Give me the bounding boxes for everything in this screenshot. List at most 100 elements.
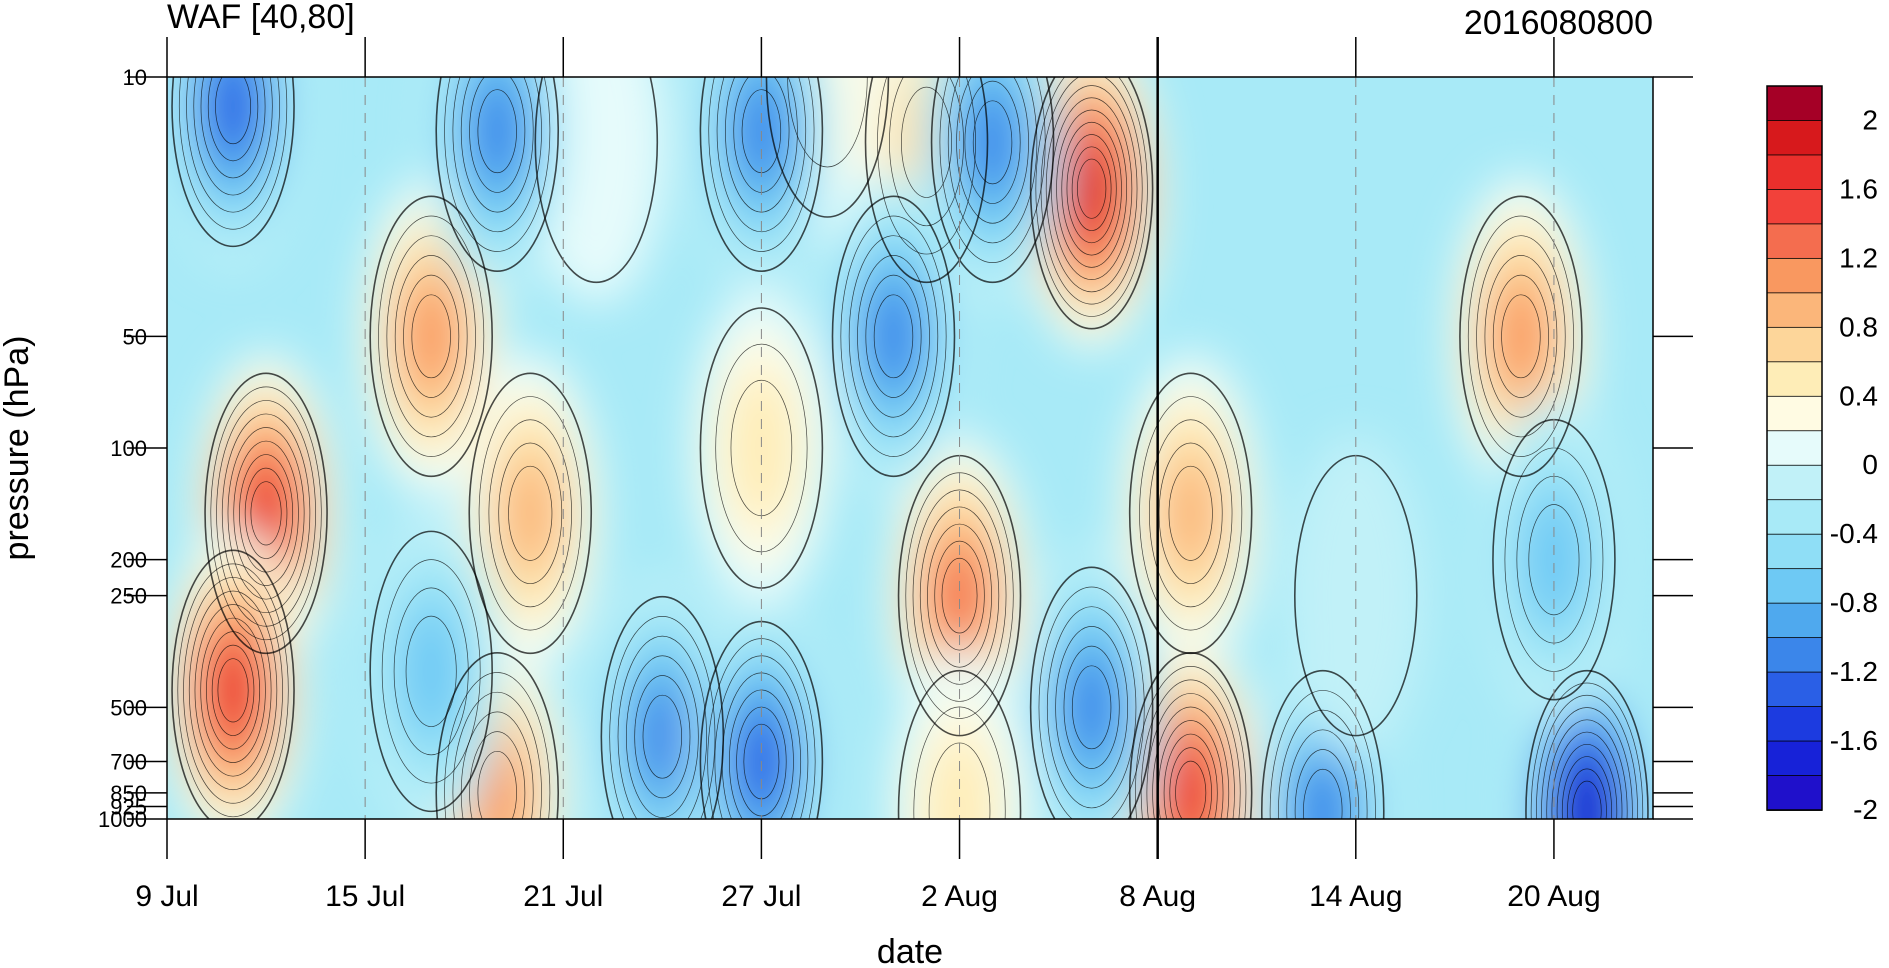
feature-8-contour-1 xyxy=(1035,77,1148,317)
feature-26-contour-3 xyxy=(1528,504,1580,616)
feature-21-contour-2 xyxy=(617,635,708,819)
feature-1-contour-1 xyxy=(177,563,289,818)
feature-15-contour-5 xyxy=(207,77,259,162)
feature-25-contour-1 xyxy=(1530,682,1644,819)
feature-6-contour-6 xyxy=(941,557,978,634)
feature-12-contour-1 xyxy=(787,77,868,168)
feature-1-contour-2 xyxy=(183,577,283,804)
y-tick-label-0: 10 xyxy=(123,65,147,90)
colorbar: 2 1.6 1.2 0.8 0.4 0 -0.4 -0.8 -1.2 -1.6 -2 xyxy=(1766,85,1878,825)
feature-21-contour-1 xyxy=(609,616,716,819)
feature-15-contour-1 xyxy=(178,77,288,230)
feature-20-contour-2 xyxy=(393,587,469,756)
feature-13-contour-2 xyxy=(889,77,964,227)
colorbar-swatch-1 xyxy=(1766,120,1823,156)
feature-23-contour-3 xyxy=(1055,626,1128,789)
feature-18-contour-4 xyxy=(964,80,1021,204)
colorbar-label-2: 1.2 xyxy=(1839,242,1878,273)
feature-27-band-0 xyxy=(1285,433,1426,758)
feature-0-contour-3 xyxy=(221,413,311,614)
feature-26-band-3 xyxy=(1524,495,1584,624)
feature-0-contour-0 xyxy=(204,372,328,655)
feature-16-contour-0 xyxy=(435,77,560,272)
feature-3-contour-1 xyxy=(478,396,582,631)
feature-11-contour-5 xyxy=(1501,294,1541,379)
feature-1-contour-0 xyxy=(171,549,295,819)
colorbar-swatch-13 xyxy=(1766,533,1823,570)
feature-4-contour-2 xyxy=(452,691,542,819)
feature-10-contour-4 xyxy=(1152,706,1230,819)
feature-6-contour-2 xyxy=(912,489,1007,702)
feature-4-contour-5 xyxy=(477,750,517,819)
feature-2-contour-0 xyxy=(369,195,493,478)
feature-21-contour-5 xyxy=(642,694,683,779)
feature-7-contour-0 xyxy=(897,669,1022,819)
x-tick-label-5: 8 Aug xyxy=(1119,880,1196,913)
feature-19-contour-5 xyxy=(873,294,914,379)
feature-25-contour-4 xyxy=(1546,719,1628,819)
colorbar-label-9: -1.6 xyxy=(1830,725,1878,756)
feature-19-contour-1 xyxy=(840,215,947,457)
colorbar-swatch-12 xyxy=(1766,499,1823,536)
feature-8-contour-8 xyxy=(1071,146,1112,231)
x-tick-label-0: 9 Jul xyxy=(135,880,198,913)
feature-9-contour-2 xyxy=(1148,419,1233,608)
feature-17-contour-0 xyxy=(699,77,824,272)
feature-8-band-9 xyxy=(1074,154,1109,224)
y-tick-label-1: 50 xyxy=(123,324,147,349)
feature-9-contour-3 xyxy=(1158,442,1223,585)
feature-12-contour-0 xyxy=(765,77,890,218)
feature-23-band-5 xyxy=(1068,658,1115,756)
x-tick-label-4: 2 Aug xyxy=(921,880,998,913)
feature-6-contour-5 xyxy=(934,540,985,651)
feature-14-contour-0 xyxy=(534,77,659,284)
colorbar-swatch-20 xyxy=(1766,775,1823,811)
feature-16-contour-4 xyxy=(469,77,526,193)
feature-24-band-5 xyxy=(1299,762,1346,819)
colorbar-label-3: 0.8 xyxy=(1839,311,1878,342)
feature-24-contour-0 xyxy=(1260,669,1385,819)
feature-7-band-2 xyxy=(923,732,996,819)
feature-16-band-5 xyxy=(474,82,521,180)
feature-3-contour-0 xyxy=(468,372,593,655)
feature-11-contour-2 xyxy=(1476,235,1566,438)
feature-24-contour-4 xyxy=(1294,749,1351,819)
colorbar-swatch-3 xyxy=(1766,189,1823,225)
feature-24-contour-5 xyxy=(1303,768,1343,819)
feature-3-contour-4 xyxy=(508,465,553,561)
feature-23-contour-4 xyxy=(1063,645,1120,769)
feature-11-band-5 xyxy=(1497,287,1544,385)
feature-15-contour-2 xyxy=(186,77,280,213)
feature-16-contour-5 xyxy=(477,89,517,174)
feature-15-contour-3 xyxy=(193,77,273,196)
feature-10-contour-7 xyxy=(1169,747,1212,819)
feature-7-contour-2 xyxy=(928,742,991,819)
feature-1-band-8 xyxy=(214,653,252,728)
feature-18-contour-5 xyxy=(972,100,1013,185)
feature-2-band-5 xyxy=(408,287,455,385)
feature-8-contour-6 xyxy=(1061,121,1122,256)
feature-0-band-8 xyxy=(247,476,285,551)
feature-0-contour-5 xyxy=(233,440,299,586)
colorbar-label-4: 0.4 xyxy=(1839,380,1878,411)
feature-23-contour-0 xyxy=(1029,566,1154,819)
feature-16-contour-2 xyxy=(452,77,542,233)
x-tick-label-2: 21 Jul xyxy=(523,880,603,913)
feature-0-contour-2 xyxy=(216,400,316,627)
colorbar-swatch-15 xyxy=(1766,602,1823,639)
feature-21-band-5 xyxy=(639,688,686,786)
feature-10-band-8 xyxy=(1172,755,1210,819)
feature-25-contour-2 xyxy=(1535,694,1638,819)
feature-8-contour-5 xyxy=(1056,109,1128,268)
feature-15-contour-0 xyxy=(171,77,295,248)
feature-3-contour-3 xyxy=(498,442,563,585)
feature-1-contour-4 xyxy=(194,604,272,777)
feature-15-band-6 xyxy=(211,77,255,150)
feature-1-contour-5 xyxy=(200,617,266,763)
feature-18-contour-1 xyxy=(939,77,1046,263)
feature-9-contour-4 xyxy=(1168,465,1213,561)
colorbar-swatch-19 xyxy=(1766,740,1823,777)
feature-6-contour-3 xyxy=(919,506,1000,685)
feature-21-contour-4 xyxy=(634,675,691,799)
feature-8-contour-9 xyxy=(1076,158,1107,219)
